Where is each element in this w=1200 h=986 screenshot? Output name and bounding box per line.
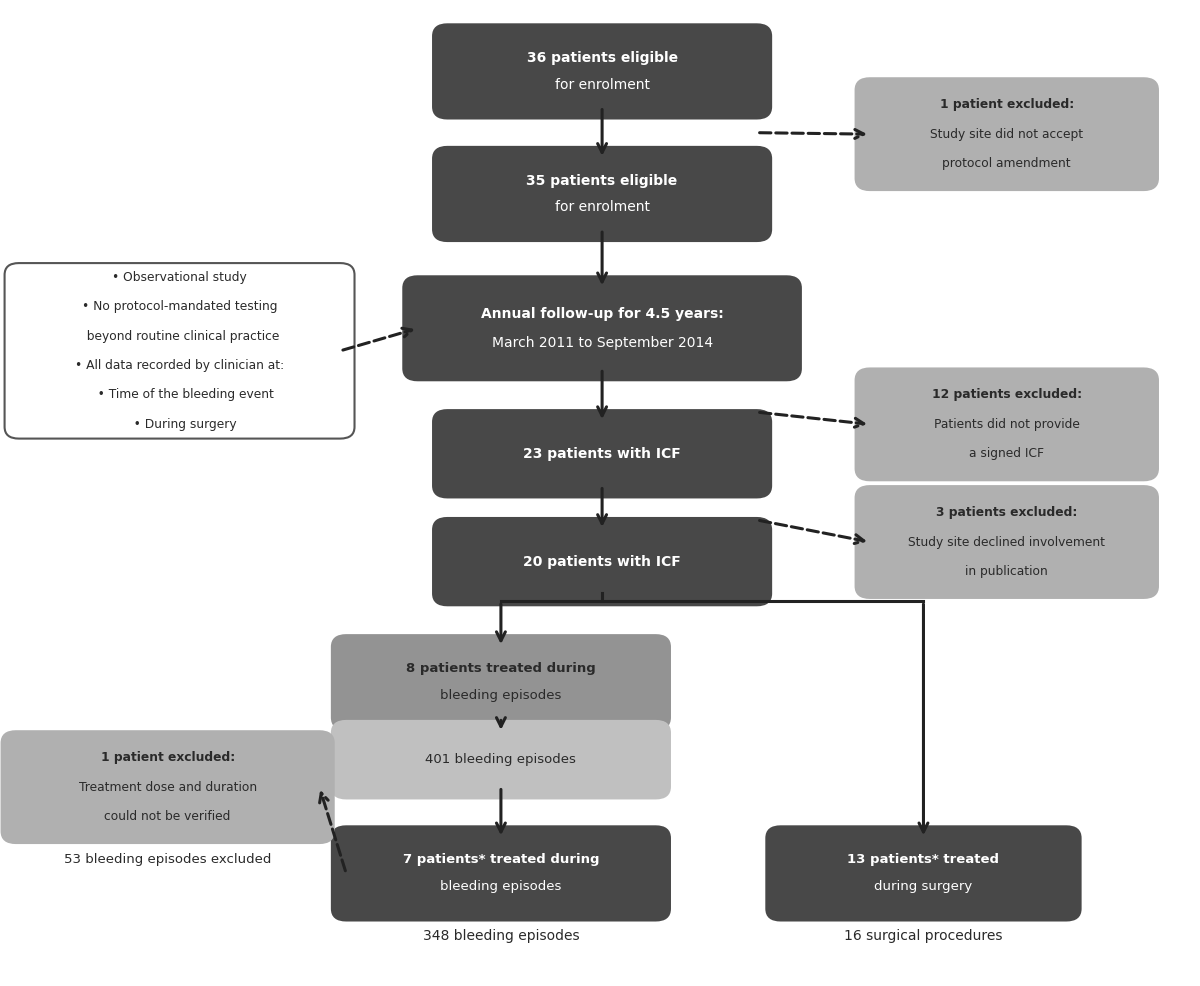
Text: • All data recorded by clinician at:: • All data recorded by clinician at: <box>74 359 284 372</box>
Text: 20 patients with ICF: 20 patients with ICF <box>523 555 680 569</box>
Text: beyond routine clinical practice: beyond routine clinical practice <box>79 329 280 342</box>
FancyBboxPatch shape <box>856 78 1158 190</box>
FancyBboxPatch shape <box>403 276 800 381</box>
FancyBboxPatch shape <box>433 25 772 118</box>
Text: • During surgery: • During surgery <box>122 418 236 431</box>
Text: Study site did not accept: Study site did not accept <box>930 127 1084 141</box>
FancyBboxPatch shape <box>433 410 772 497</box>
Text: 35 patients eligible: 35 patients eligible <box>527 174 678 187</box>
FancyBboxPatch shape <box>856 369 1158 480</box>
FancyBboxPatch shape <box>5 263 354 439</box>
Text: 401 bleeding episodes: 401 bleeding episodes <box>426 753 576 766</box>
Text: 13 patients* treated: 13 patients* treated <box>847 854 1000 867</box>
Text: in publication: in publication <box>966 565 1048 578</box>
Text: 36 patients eligible: 36 patients eligible <box>527 51 678 65</box>
FancyBboxPatch shape <box>767 826 1080 921</box>
FancyBboxPatch shape <box>433 518 772 605</box>
Text: • Time of the bleeding event: • Time of the bleeding event <box>85 388 274 401</box>
Text: 348 bleeding episodes: 348 bleeding episodes <box>422 929 580 944</box>
Text: 8 patients treated during: 8 patients treated during <box>406 663 595 675</box>
Text: for enrolment: for enrolment <box>554 78 649 92</box>
FancyBboxPatch shape <box>332 721 670 799</box>
Text: Patients did not provide: Patients did not provide <box>934 418 1080 431</box>
Text: 1 patient excluded:: 1 patient excluded: <box>101 751 235 764</box>
Text: 23 patients with ICF: 23 patients with ICF <box>523 447 680 460</box>
FancyBboxPatch shape <box>856 486 1158 598</box>
Text: 1 patient excluded:: 1 patient excluded: <box>940 99 1074 111</box>
FancyBboxPatch shape <box>332 826 670 921</box>
Text: during surgery: during surgery <box>875 880 972 893</box>
Text: 12 patients excluded:: 12 patients excluded: <box>931 388 1082 401</box>
FancyBboxPatch shape <box>1 732 334 843</box>
Text: protocol amendment: protocol amendment <box>942 157 1072 170</box>
Text: 53 bleeding episodes excluded: 53 bleeding episodes excluded <box>64 853 271 866</box>
Text: Study site declined involvement: Study site declined involvement <box>908 535 1105 548</box>
Text: Annual follow-up for 4.5 years:: Annual follow-up for 4.5 years: <box>481 307 724 320</box>
Text: March 2011 to September 2014: March 2011 to September 2014 <box>492 336 713 350</box>
Text: could not be verified: could not be verified <box>104 810 230 823</box>
Text: Treatment dose and duration: Treatment dose and duration <box>78 781 257 794</box>
Text: 3 patients excluded:: 3 patients excluded: <box>936 506 1078 519</box>
FancyBboxPatch shape <box>433 147 772 241</box>
Text: for enrolment: for enrolment <box>554 200 649 214</box>
Text: bleeding episodes: bleeding episodes <box>440 689 562 702</box>
Text: • Observational study: • Observational study <box>112 271 247 284</box>
Text: • No protocol-mandated testing: • No protocol-mandated testing <box>82 300 277 314</box>
Text: bleeding episodes: bleeding episodes <box>440 880 562 893</box>
Text: a signed ICF: a signed ICF <box>970 448 1044 460</box>
Text: 7 patients* treated during: 7 patients* treated during <box>403 854 599 867</box>
FancyBboxPatch shape <box>332 635 670 730</box>
Text: 16 surgical procedures: 16 surgical procedures <box>845 929 1003 944</box>
